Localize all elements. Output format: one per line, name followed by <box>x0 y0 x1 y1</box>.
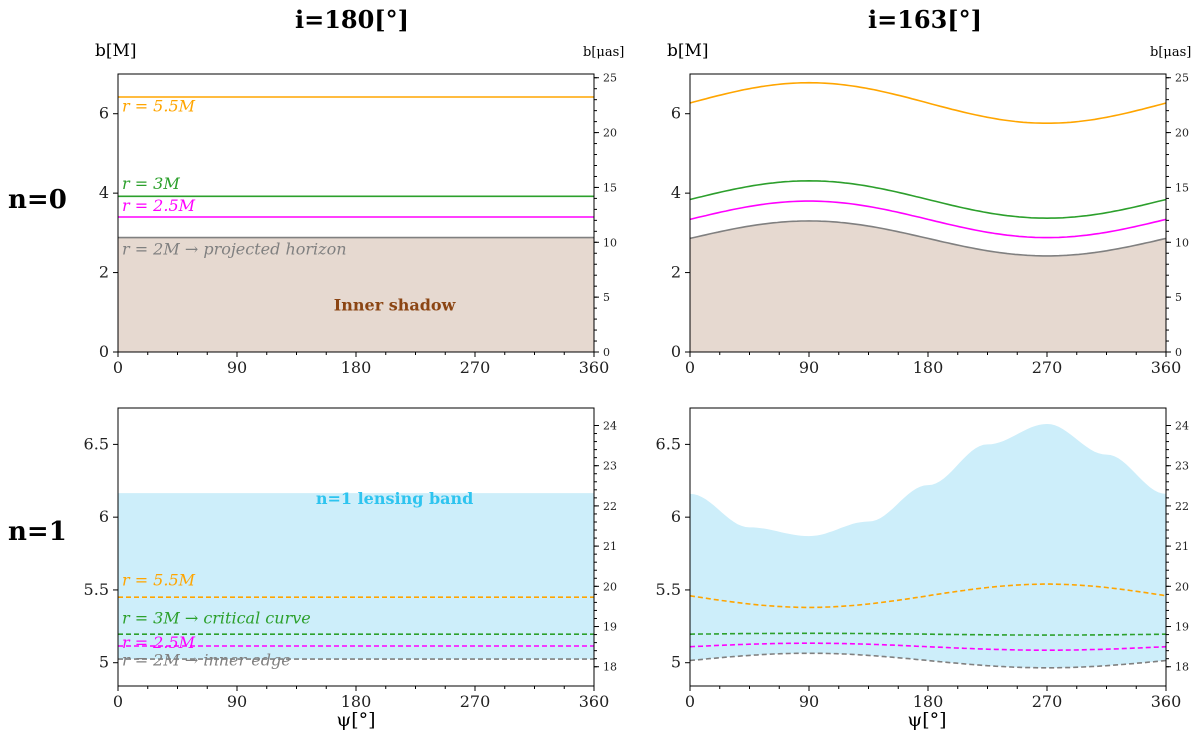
y2-tick-label-p11-2: 20 <box>1175 580 1189 593</box>
row-label-n0: n=0 <box>8 185 67 215</box>
x-axis-label-p10: ψ[°] <box>336 709 375 731</box>
series-line-p01-1 <box>689 179 1167 220</box>
column-title-i163: i=163[°] <box>868 5 982 34</box>
series-line-p11-2 <box>689 642 1167 651</box>
y2-tick-label-p11-4: 22 <box>1175 500 1189 513</box>
y2-tick-label-p01-0: 0 <box>1175 346 1182 359</box>
x-tick-label-p11-4: 360 <box>1151 692 1182 711</box>
annotation-p00-4: Inner shadow <box>334 295 457 314</box>
panel-p10: 0 90 180 270 360 5 5.5 6 6.5 18 19 20 21 22 23 24 n=1 le… <box>84 407 617 711</box>
lensing-band-p10 <box>118 493 594 660</box>
y2-tick-label-p10-5: 23 <box>603 460 617 473</box>
annotation-p10-0: n=1 lensing band <box>316 489 473 508</box>
row-label-n1: n=1 <box>8 517 67 547</box>
y2-tick-label-p11-5: 23 <box>1175 460 1189 473</box>
y-tick-label-p10-3: 6.5 <box>84 434 109 453</box>
y2-tick-label-p11-6: 24 <box>1175 419 1189 432</box>
annotation-p00-3: r = 2M → projected horizon <box>122 240 347 259</box>
annotation-p00-0: r = 5.5M <box>122 97 196 116</box>
x-tick-label-p00-3: 270 <box>460 358 491 377</box>
x-tick-label-p01-2: 180 <box>913 358 944 377</box>
x-tick-label-p10-3: 270 <box>460 692 491 711</box>
y2-tick-label-p01-1: 5 <box>1175 291 1182 304</box>
x-tick-label-p01-1: 90 <box>799 358 819 377</box>
x-tick-label-p00-4: 360 <box>579 358 610 377</box>
y-tick-label-p01-3: 6 <box>671 104 681 123</box>
left-unit-label-p00: b[M] <box>95 41 137 61</box>
y2-tick-label-p00-2: 10 <box>603 236 617 249</box>
series-line-p01-0 <box>689 81 1167 124</box>
series-line-p01-2 <box>689 200 1167 239</box>
annotation-p10-3: r = 2.5M <box>122 633 196 652</box>
y2-tick-label-p00-4: 20 <box>603 127 617 140</box>
x-tick-label-p10-2: 180 <box>341 692 372 711</box>
x-tick-label-p10-1: 90 <box>227 692 247 711</box>
y-tick-label-p10-0: 5 <box>99 653 109 672</box>
y-tick-label-p10-1: 5.5 <box>84 580 109 599</box>
inner-shadow-fill-p01 <box>690 220 1166 352</box>
x-tick-label-p11-1: 90 <box>799 692 819 711</box>
y-tick-label-p10-2: 6 <box>99 507 109 526</box>
y-tick-label-p00-3: 6 <box>99 104 109 123</box>
y2-tick-label-p01-3: 15 <box>1175 181 1189 194</box>
y2-tick-label-p11-3: 21 <box>1175 540 1189 553</box>
annotation-p10-2: r = 3M → critical curve <box>122 608 311 627</box>
y2-tick-label-p00-3: 15 <box>603 181 617 194</box>
left-unit-label-p01: b[M] <box>667 41 709 61</box>
column-title-i180: i=180[°] <box>295 5 409 34</box>
y2-tick-label-p01-4: 20 <box>1175 127 1189 140</box>
y2-tick-label-p10-1: 19 <box>603 621 617 634</box>
right-unit-label-p01: b[μas] <box>1150 45 1191 60</box>
y2-tick-label-p10-4: 22 <box>603 500 617 513</box>
y2-tick-label-p11-0: 18 <box>1175 661 1189 674</box>
y2-tick-label-p10-2: 20 <box>603 580 617 593</box>
x-tick-label-p00-1: 90 <box>227 358 247 377</box>
y2-tick-label-p01-5: 25 <box>1175 72 1189 85</box>
y-tick-label-p00-0: 0 <box>99 342 109 361</box>
y-tick-label-p01-0: 0 <box>671 342 681 361</box>
x-tick-label-p11-3: 270 <box>1032 692 1063 711</box>
x-tick-label-p11-0: 0 <box>685 692 695 711</box>
y-tick-label-p11-1: 5.5 <box>656 580 681 599</box>
x-axis-label-p11: ψ[°] <box>907 709 946 731</box>
inner-shadow-fill-p00 <box>118 237 594 352</box>
y2-tick-label-p00-0: 0 <box>603 346 610 359</box>
y-tick-label-p00-1: 2 <box>99 263 109 282</box>
annotation-p10-1: r = 5.5M <box>122 571 196 590</box>
y2-tick-label-p10-3: 21 <box>603 540 617 553</box>
x-tick-label-p00-0: 0 <box>113 358 123 377</box>
right-unit-label-p00: b[μas] <box>583 45 624 60</box>
y2-tick-label-p01-2: 10 <box>1175 236 1189 249</box>
y2-tick-label-p00-5: 25 <box>603 72 617 85</box>
y2-tick-label-p10-0: 18 <box>603 661 617 674</box>
series-line-p01-3 <box>689 220 1167 257</box>
panel-p11: 0 90 180 270 360 5 5.5 6 6.5 18 19 20 21 22 23 24 <box>656 407 1189 711</box>
y-tick-label-p01-1: 2 <box>671 263 681 282</box>
x-tick-label-p11-2: 180 <box>913 692 944 711</box>
annotation-p00-1: r = 3M <box>122 174 180 193</box>
y-tick-label-p11-0: 5 <box>671 653 681 672</box>
annotation-p10-4: r = 2M → inner edge <box>122 651 291 670</box>
x-tick-label-p01-3: 270 <box>1032 358 1063 377</box>
x-tick-label-p01-4: 360 <box>1151 358 1182 377</box>
y-tick-label-p11-3: 6.5 <box>656 434 681 453</box>
y2-tick-label-p10-6: 24 <box>603 419 617 432</box>
x-tick-label-p01-0: 0 <box>685 358 695 377</box>
lensing-band-p11 <box>690 424 1166 668</box>
y-tick-label-p11-2: 6 <box>671 507 681 526</box>
y2-tick-label-p11-1: 19 <box>1175 621 1189 634</box>
annotation-p00-2: r = 2.5M <box>122 196 196 215</box>
x-tick-label-p10-4: 360 <box>579 692 610 711</box>
series-line-p11-1 <box>689 632 1166 636</box>
y-tick-label-p00-2: 4 <box>99 183 109 202</box>
y2-tick-label-p00-1: 5 <box>603 291 610 304</box>
y-tick-label-p01-2: 4 <box>671 183 681 202</box>
x-tick-label-p00-2: 180 <box>341 358 372 377</box>
x-tick-label-p10-0: 0 <box>113 692 123 711</box>
